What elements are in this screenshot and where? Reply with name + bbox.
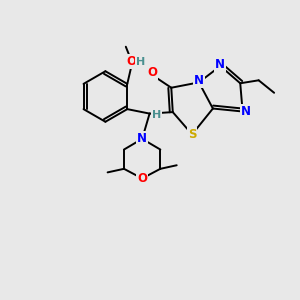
Text: O: O [137, 172, 147, 185]
Text: N: N [137, 132, 147, 146]
Text: S: S [188, 128, 196, 141]
Text: O: O [147, 66, 157, 80]
Text: N: N [194, 74, 204, 87]
Text: H: H [136, 58, 145, 68]
Text: H: H [152, 110, 161, 120]
Text: N: N [215, 58, 225, 71]
Text: O: O [127, 55, 137, 68]
Text: N: N [241, 105, 250, 118]
